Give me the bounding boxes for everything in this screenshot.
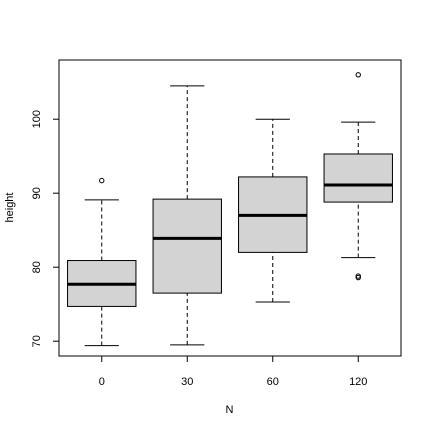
outlier-point [99, 177, 105, 184]
y-tick-label: 100 [31, 110, 43, 128]
box-group-30 [152, 85, 222, 346]
iqr-box [152, 198, 222, 294]
x-tick-label: 60 [267, 376, 279, 388]
box-group-0 [67, 177, 137, 347]
x-axis-title: N [226, 404, 234, 416]
outlier-point [355, 72, 361, 78]
iqr-box [323, 153, 393, 203]
y-axis-title: height [4, 193, 16, 223]
y-tick-label: 70 [31, 335, 43, 347]
box-group-120 [323, 72, 393, 281]
x-tick-label: 120 [349, 376, 367, 388]
x-tick-label: 0 [99, 376, 105, 388]
outlier-point [355, 274, 361, 281]
plot-frame [58, 59, 402, 357]
box-group-60 [238, 118, 308, 303]
y-tick-label: 90 [31, 187, 43, 199]
x-tick-label: 30 [181, 376, 193, 388]
y-tick-label: 80 [31, 261, 43, 273]
